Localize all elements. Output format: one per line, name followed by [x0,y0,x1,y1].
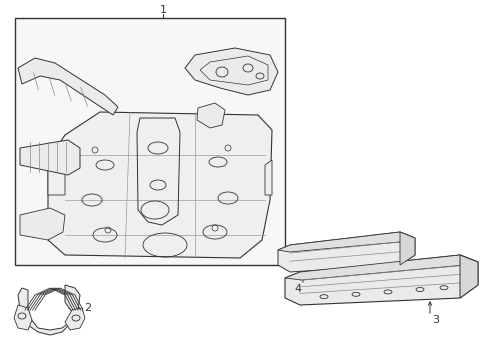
Polygon shape [18,285,80,335]
Text: 4: 4 [294,284,301,294]
Polygon shape [20,208,65,240]
Polygon shape [459,255,477,298]
Polygon shape [197,103,224,128]
Polygon shape [48,165,65,195]
Text: 1: 1 [159,5,166,15]
Polygon shape [278,232,414,272]
Polygon shape [48,112,271,258]
Polygon shape [285,255,477,280]
Polygon shape [65,308,85,330]
Polygon shape [184,48,278,95]
Polygon shape [264,160,271,195]
Polygon shape [399,232,414,265]
Text: 3: 3 [431,315,438,325]
Polygon shape [285,255,477,305]
Polygon shape [18,58,118,115]
Bar [15,18,285,265]
Polygon shape [14,305,32,330]
Polygon shape [278,232,414,252]
Text: 2: 2 [84,303,91,313]
Polygon shape [20,140,80,175]
